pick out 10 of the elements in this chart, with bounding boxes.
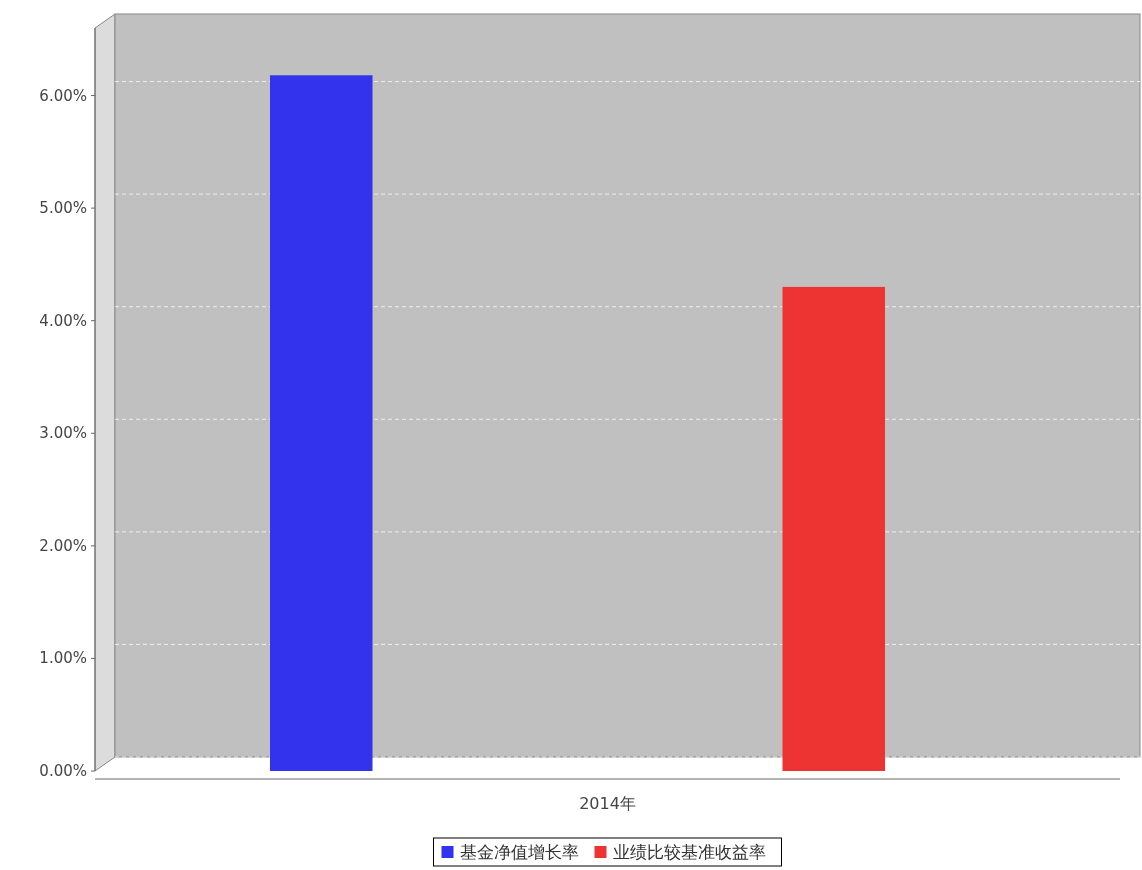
y-tick-label: 3.00% <box>39 424 87 443</box>
legend-label: 业绩比较基准收益率 <box>612 842 766 862</box>
y-tick-label: 5.00% <box>39 199 87 218</box>
y-tick-label: 4.00% <box>39 311 87 330</box>
y-tick-label: 2.00% <box>39 536 87 555</box>
x-tick-label: 2014年 <box>579 794 636 813</box>
legend-label: 基金净值增长率 <box>459 842 579 862</box>
y-tick-label: 1.00% <box>39 649 87 668</box>
y-tick-label: 0.00% <box>39 762 87 780</box>
y-tick-label: 6.00% <box>39 86 87 105</box>
